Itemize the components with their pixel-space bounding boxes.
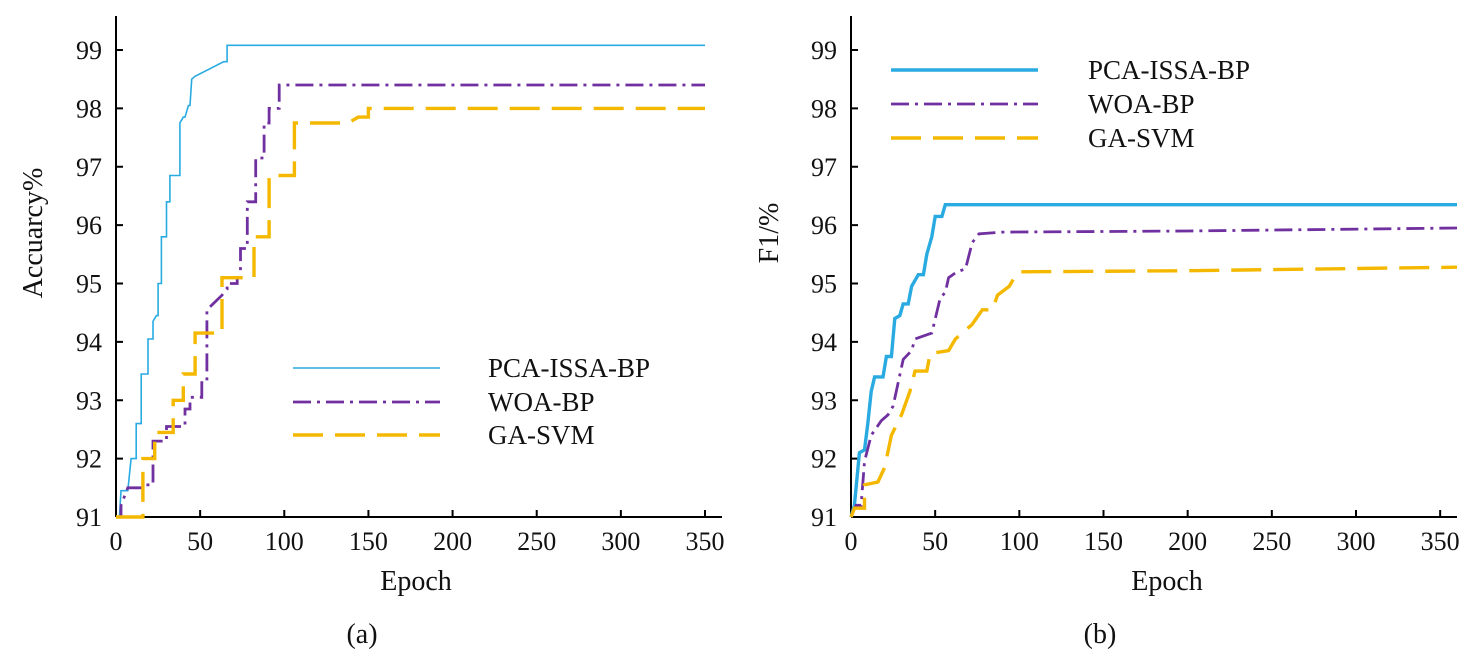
- y-tick-label: 99: [811, 36, 837, 65]
- y-tick-label: 97: [76, 153, 102, 182]
- x-tick-label: 100: [265, 527, 304, 556]
- y-tick-label: 96: [76, 211, 102, 240]
- x-tick-label: 0: [110, 527, 123, 556]
- legend-label: PCA-ISSA-BP: [1088, 55, 1250, 85]
- y-tick-label: 96: [811, 211, 837, 240]
- legend-label: GA-SVM: [1088, 123, 1195, 153]
- x-tick-label: 300: [1337, 527, 1376, 556]
- y-tick-label: 99: [76, 36, 102, 65]
- legend-label: PCA-ISSA-BP: [488, 353, 650, 383]
- x-tick-label: 200: [1168, 527, 1207, 556]
- y-tick-label: 98: [811, 94, 837, 123]
- x-tick-label: 300: [601, 527, 640, 556]
- x-tick-label: 50: [187, 527, 213, 556]
- panel-caption: (a): [346, 619, 377, 650]
- y-tick-label: 93: [811, 386, 837, 415]
- y-tick-label: 91: [811, 503, 837, 532]
- x-tick-label: 50: [922, 527, 948, 556]
- series-line-ga-svm: [849, 265, 1458, 518]
- legend-label: WOA-BP: [1088, 89, 1195, 119]
- series-line-ga-svm: [116, 106, 705, 519]
- x-tick-label: 350: [686, 527, 725, 556]
- legend-label: GA-SVM: [488, 420, 595, 450]
- x-tick-label: 150: [1084, 527, 1123, 556]
- y-tick-label: 97: [811, 153, 837, 182]
- y-tick-label: 92: [76, 445, 102, 474]
- y-tick-label: 95: [76, 270, 102, 299]
- y-tick-label: 92: [811, 445, 837, 474]
- x-tick-label: 250: [1252, 527, 1291, 556]
- x-tick-label: 150: [349, 527, 388, 556]
- series-line-pca-issa-bp: [116, 44, 705, 518]
- y-tick-label: 98: [76, 94, 102, 123]
- y-tick-label: 93: [76, 386, 102, 415]
- x-tick-label: 100: [1000, 527, 1039, 556]
- y-axis-label: Accuarcy%: [18, 168, 49, 299]
- x-tick-label: 200: [433, 527, 472, 556]
- x-tick-label: 350: [1421, 527, 1460, 556]
- legend-label: WOA-BP: [488, 387, 595, 417]
- y-tick-label: 91: [76, 503, 102, 532]
- series-line-pca-issa-bp: [849, 202, 1457, 518]
- x-tick-label: 0: [845, 527, 858, 556]
- x-tick-label: 250: [517, 527, 556, 556]
- y-tick-label: 94: [811, 328, 837, 357]
- y-axis-label: F1/%: [754, 203, 785, 264]
- y-tick-label: 95: [811, 270, 837, 299]
- series-line-woa-bp: [849, 226, 1458, 518]
- series-line-woa-bp: [116, 83, 705, 519]
- panel-caption: (b): [1084, 619, 1117, 650]
- x-axis-label: Epoch: [1131, 566, 1203, 597]
- x-axis-label: Epoch: [380, 566, 452, 597]
- y-tick-label: 94: [76, 328, 102, 357]
